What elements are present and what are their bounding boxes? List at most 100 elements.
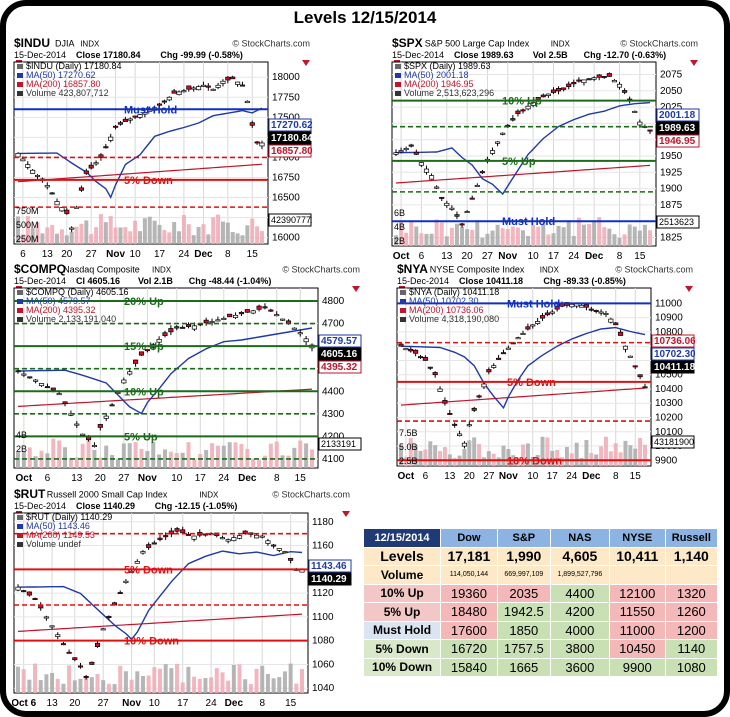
candle-body [608,318,614,323]
ma200-line [17,163,263,183]
candle-body [138,351,145,356]
volume-bar [177,231,182,244]
levels-table: 12/15/2014 Dow S&P NAS NYSE Russell Leve… [362,528,719,677]
volume-bar [648,230,652,246]
y-tick-label: 4400 [322,386,345,397]
candle-body [123,580,129,583]
candle-body [244,309,250,313]
volume-bar [63,447,68,468]
price-tag [308,559,352,573]
y-tick-label: 2025 [660,102,683,113]
volume-bar [602,227,607,246]
price-tag [656,134,700,148]
volume-bar [268,443,273,468]
candle-body [601,76,607,78]
volume-bar [206,234,211,244]
candle-body [491,365,497,368]
candle-body [466,424,472,427]
volume-bar [271,678,276,693]
chart-volume: Vol 2.5B [533,50,568,60]
volume-bar [237,664,242,693]
volume-bar [16,452,20,468]
x-tick-label: 17 [177,698,189,709]
x-tick-label: 27 [98,698,110,709]
x-tick-label: 17 [547,471,559,482]
candle-body [100,628,106,631]
candle-body [268,309,274,312]
volume-bar [118,665,123,693]
source-label: © StockCharts.com [615,265,693,275]
volume-bar [38,680,43,693]
legend-swatch [17,515,23,520]
candle-body [200,84,206,87]
chart-symbol: $NYA [397,262,428,276]
chart-symbol: $INDU [14,36,50,50]
chart-close: Close 17180.84 [76,50,141,60]
volume-bar [545,437,550,466]
candle-body [236,535,243,539]
level-label: 5% Up [502,156,536,168]
candle-body [239,84,246,87]
price-tag-value: 4395.32 [321,362,358,373]
legend-entry: Volume 4,318,190,080 [409,314,499,324]
volume-bar [108,216,113,244]
volume-bar [584,440,589,466]
ma50-line [400,326,646,410]
candle-body [157,537,163,540]
volume-bar [516,457,521,466]
volume-axis-label: 2.5B [399,456,418,466]
legend-entry: MA(50) 2001.18 [404,70,469,80]
price-tag [651,360,695,374]
volume-bar [505,229,510,246]
legend-entry: $RUT (Daily) 1140.29 [26,512,112,522]
x-tick-label: 24 [566,471,578,482]
volume-bar [145,451,150,468]
table-cell: 9900 [608,657,666,677]
level-label: Must Hold [507,298,560,310]
x-tick-label: 20 [69,698,81,709]
y-tick-label: 4100 [322,454,345,465]
candle-body [613,322,619,326]
candle-body [115,392,121,394]
volume-bar [110,455,115,468]
volume-bar [140,675,145,693]
y-tick-label: 11000 [655,298,683,309]
chart-symbol: $SPX [392,36,423,50]
volume-bar [423,449,428,466]
table-cell: 17,181 [440,546,498,566]
volume-axis-label: 4B [16,430,27,440]
x-tick-label: 13 [42,249,54,260]
volume-bar [240,235,245,244]
candle-body [54,201,60,206]
candle-body [254,141,260,144]
table-cell [608,565,666,585]
volume-bar [146,675,151,693]
row-label: Volume [362,565,442,585]
plot-frame [13,512,309,694]
candle-body [642,386,648,389]
x-tick-label: 8 [274,473,280,484]
chart-close: Close 10411.18 [459,276,523,286]
candle-body [637,374,643,378]
volume-bar [139,448,144,468]
volume-bar [135,671,140,693]
candle-body [191,535,197,540]
volume-bar [521,444,525,466]
volume-bar [168,451,173,468]
candle-body [297,332,303,335]
volume-bar [286,455,291,468]
volume-bar [243,679,248,693]
volume-bar [564,446,569,466]
candle-body [25,164,31,168]
legend-swatch [17,64,23,69]
row-label: 5% Up [362,602,442,622]
candle-body [408,348,414,352]
x-tick-label: 10 [149,698,161,709]
volume-bar [16,216,20,244]
legend-entry: Volume undef [26,539,82,549]
chart-change: Chg -12.15 (-1.05%) [155,501,238,511]
candle-body [89,661,95,665]
y-tick-label: 10200 [655,413,683,424]
price-tag [318,334,362,348]
x-tick-label: 8 [613,471,619,482]
